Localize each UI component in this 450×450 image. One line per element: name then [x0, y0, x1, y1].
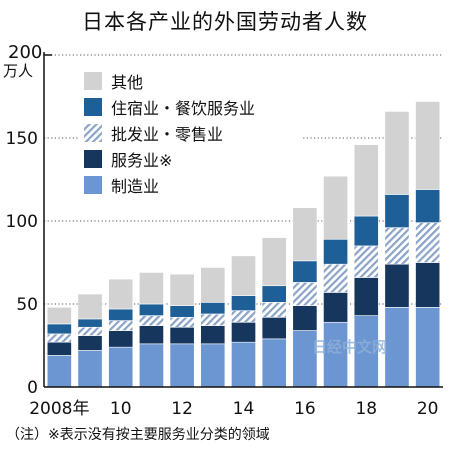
bar-segment: [292, 207, 318, 262]
legend-swatch: [84, 176, 102, 194]
bar-segment: [415, 101, 441, 190]
bar-segment: [200, 325, 226, 345]
x-tick-label: 10: [110, 399, 132, 419]
bar-segment: [261, 237, 287, 287]
y-tick-label: 150: [6, 129, 38, 149]
x-tick-label: 16: [294, 399, 316, 419]
bar-segment: [200, 343, 226, 388]
bar-segment: [77, 350, 103, 388]
legend-label: 住宿业・餐饮服务业: [111, 99, 255, 118]
bar-segment: [46, 323, 72, 335]
bar-segment: [200, 302, 226, 315]
y-tick-label: 0: [27, 378, 38, 398]
bar-segment: [415, 222, 441, 263]
bar-segment: [46, 307, 72, 325]
bar-segment: [169, 326, 195, 345]
y-tick-label: 100: [6, 212, 38, 232]
bar-segment: [77, 335, 103, 351]
bar-segment: [138, 315, 164, 326]
bar-segment: [200, 267, 226, 303]
bar-segment: [138, 325, 164, 345]
bar-segment: [353, 277, 379, 316]
bar-segment: [108, 308, 134, 321]
bar-segment: [46, 333, 72, 343]
bar-segment: [384, 307, 410, 388]
bars: [46, 101, 441, 388]
bar-segment: [138, 303, 164, 316]
y-axis-unit-label: 万人: [3, 62, 34, 80]
bar-segment: [108, 346, 134, 388]
bar-segment: [292, 260, 318, 283]
bar-segment: [384, 194, 410, 228]
bar-segment: [231, 310, 256, 323]
legend-swatch: [84, 124, 102, 142]
y-axis-top-tick-label: 200: [8, 42, 43, 63]
legend-swatch: [84, 72, 102, 90]
bar-segment: [415, 307, 441, 388]
bar-segment: [46, 355, 72, 388]
bar-segment: [353, 144, 379, 217]
legend-label: 制造业: [111, 177, 159, 196]
bar-segment: [77, 318, 103, 328]
bar-segment: [108, 330, 134, 348]
x-tick-label: 20: [417, 399, 439, 419]
bar-segment: [292, 305, 318, 331]
bar-segment: [292, 282, 318, 306]
bar-segment: [231, 295, 256, 311]
x-tick-label: 12: [171, 399, 193, 419]
bar-segment: [323, 238, 349, 265]
bar-segment: [323, 292, 349, 323]
bar-segment: [200, 313, 226, 326]
bar-segment: [415, 189, 441, 223]
legend-background: [79, 68, 301, 200]
bar-segment: [261, 316, 287, 340]
x-tick-label: 2008年: [29, 399, 89, 419]
y-tick-label: 50: [16, 295, 38, 315]
bar-segment: [77, 293, 103, 320]
bar-segment: [108, 320, 134, 331]
legend-swatch: [84, 150, 102, 168]
bar-segment: [169, 305, 195, 318]
bar-segment: [231, 341, 256, 388]
bar-segment: [384, 263, 410, 308]
legend-label: 批发业・零售业: [111, 125, 223, 144]
bar-segment: [353, 315, 379, 388]
chart-title: 日本各产业的外国劳动者人数: [82, 10, 368, 34]
bar-segment: [108, 278, 134, 310]
bar-segment: [353, 215, 379, 247]
bar-segment: [384, 111, 410, 195]
bar-segment: [261, 285, 287, 303]
bar-segment: [323, 263, 349, 293]
bar-segment: [169, 316, 195, 328]
bar-segment: [169, 343, 195, 388]
x-tick-label: 14: [233, 399, 255, 419]
bar-segment: [353, 245, 379, 278]
legend-swatch: [84, 98, 102, 116]
legend-label: 其他: [111, 73, 143, 92]
bar-segment: [261, 302, 287, 318]
bar-segment: [169, 273, 195, 306]
bar-segment: [415, 262, 441, 308]
bar-segment: [231, 321, 256, 343]
bar-segment: [261, 338, 287, 388]
bar-segment: [384, 227, 410, 265]
bar-segment: [138, 343, 164, 388]
bar-segment: [323, 321, 349, 388]
bar-segment: [46, 341, 72, 356]
bar-segment: [292, 330, 318, 388]
legend-label: 服务业※: [111, 151, 172, 170]
axes: 0 50 100 150 2008年 10 12 14 16 18 20: [6, 52, 443, 419]
x-tick-label: 18: [355, 399, 377, 419]
bar-segment: [77, 326, 103, 336]
bar-segment: [231, 255, 256, 297]
bar-segment: [138, 272, 164, 305]
footnote: （注）※表示没有按主要服务业分类的领域: [6, 427, 270, 443]
bar-segment: [323, 175, 349, 240]
watermark: 日经中文网: [312, 338, 387, 356]
